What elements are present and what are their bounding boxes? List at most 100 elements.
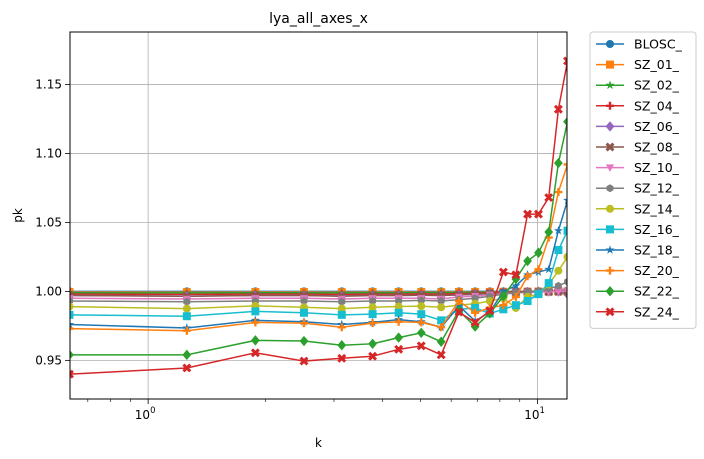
legend-label: SZ_10_: [634, 160, 680, 175]
y-tick-label: 1.15: [35, 77, 62, 91]
data-point: [534, 209, 543, 219]
data-point: [70, 350, 74, 360]
data-point: [368, 338, 377, 350]
data-point: [606, 60, 614, 69]
data-point: [563, 252, 567, 261]
data-point: [523, 297, 532, 306]
data-point: [470, 317, 480, 327]
x-axis-label: k: [315, 436, 322, 450]
data-point: [553, 104, 563, 114]
legend-entry: SZ_02_: [596, 78, 680, 93]
data-point: [563, 56, 567, 66]
data-point: [606, 101, 614, 110]
data-point: [606, 184, 614, 193]
data-point: [606, 164, 614, 172]
data-point: [251, 318, 260, 327]
data-point: [437, 303, 446, 312]
data-point: [554, 281, 562, 290]
legend-entry: BLOSC_: [596, 37, 683, 52]
y-tick-label: 1.00: [35, 284, 62, 298]
data-point: [554, 188, 563, 197]
legend-label: SZ_22_: [634, 284, 680, 299]
legend-entry: SZ_06_: [596, 119, 680, 134]
data-point: [563, 117, 567, 127]
legend-entry: SZ_18_: [596, 243, 680, 258]
legend: BLOSC_ SZ_01_ SZ_02_ SZ_04_ SZ_06_ SZ_08_ SZ_1…: [589, 31, 697, 329]
legend-label: SZ_12_: [634, 181, 680, 196]
data-point: [70, 302, 74, 311]
legend-label: SZ_01_: [634, 57, 680, 72]
plot-area-frame: [69, 31, 568, 400]
data-point: [605, 121, 615, 132]
data-point: [562, 197, 567, 205]
data-point: [534, 290, 543, 299]
data-point: [299, 335, 309, 347]
data-point: [300, 297, 308, 306]
data-point: [70, 310, 74, 319]
data-point: [436, 350, 446, 360]
axis-ticks: 100 101 0.95 1.00 1.05 1.10 1.15: [35, 77, 545, 422]
data-point: [368, 303, 377, 312]
data-point: [437, 323, 446, 332]
data-point: [606, 40, 614, 48]
data-point: [511, 281, 521, 290]
data-point: [511, 270, 521, 280]
legend-entry: SZ_14_: [596, 201, 680, 216]
data-point: [606, 225, 614, 234]
data-point: [417, 296, 425, 305]
data-point: [394, 302, 403, 311]
data-point: [437, 297, 445, 306]
data-point: [523, 209, 533, 219]
legend-entry: SZ_22_: [596, 284, 680, 299]
data-point: [338, 297, 346, 306]
legend-entry: SZ_24_: [596, 304, 680, 319]
data-point: [368, 319, 377, 328]
data-point: [337, 304, 346, 313]
data-point: [70, 321, 75, 329]
data-point: [498, 267, 508, 277]
data-point: [182, 363, 192, 373]
series-sz-20: [70, 160, 567, 335]
series-line: [70, 164, 567, 332]
data-point: [553, 225, 563, 235]
data-point: [394, 317, 403, 326]
data-point: [299, 319, 308, 328]
data-point: [605, 245, 615, 254]
data-point: [523, 272, 532, 281]
data-point: [394, 344, 404, 354]
legend-label: BLOSC_: [634, 37, 683, 52]
data-point: [511, 292, 520, 301]
data-point: [471, 308, 480, 317]
legend-label: SZ_20_: [634, 263, 680, 278]
data-point: [499, 305, 508, 314]
legend-label: SZ_24_: [634, 304, 680, 319]
grid: [70, 32, 567, 399]
data-point: [544, 279, 553, 288]
legend-entry: SZ_12_: [596, 181, 680, 196]
data-point: [564, 278, 567, 286]
x-tick-label: 101: [524, 406, 545, 422]
legend-label: SZ_02_: [634, 78, 680, 93]
data-point: [534, 265, 543, 274]
data-point: [606, 204, 614, 213]
data-point: [394, 332, 404, 343]
series-sz-24: [70, 56, 567, 379]
data-point: [416, 327, 426, 338]
series-line: [70, 121, 567, 356]
data-point: [499, 301, 508, 310]
data-point: [416, 341, 426, 351]
y-tick-label: 0.95: [35, 353, 62, 367]
data-point: [183, 297, 191, 306]
data-point: [523, 255, 532, 267]
data-point: [299, 308, 308, 317]
data-point: [563, 287, 567, 295]
chart-title: lya_all_axes_x: [269, 11, 368, 27]
data-point: [70, 369, 74, 379]
data-point: [182, 304, 191, 313]
legend-entry: SZ_10_: [596, 160, 680, 175]
data-point: [417, 310, 426, 319]
legend-entry: SZ_16_: [596, 222, 680, 237]
data-point: [337, 323, 346, 332]
data-point: [485, 306, 495, 316]
data-point: [544, 264, 554, 274]
